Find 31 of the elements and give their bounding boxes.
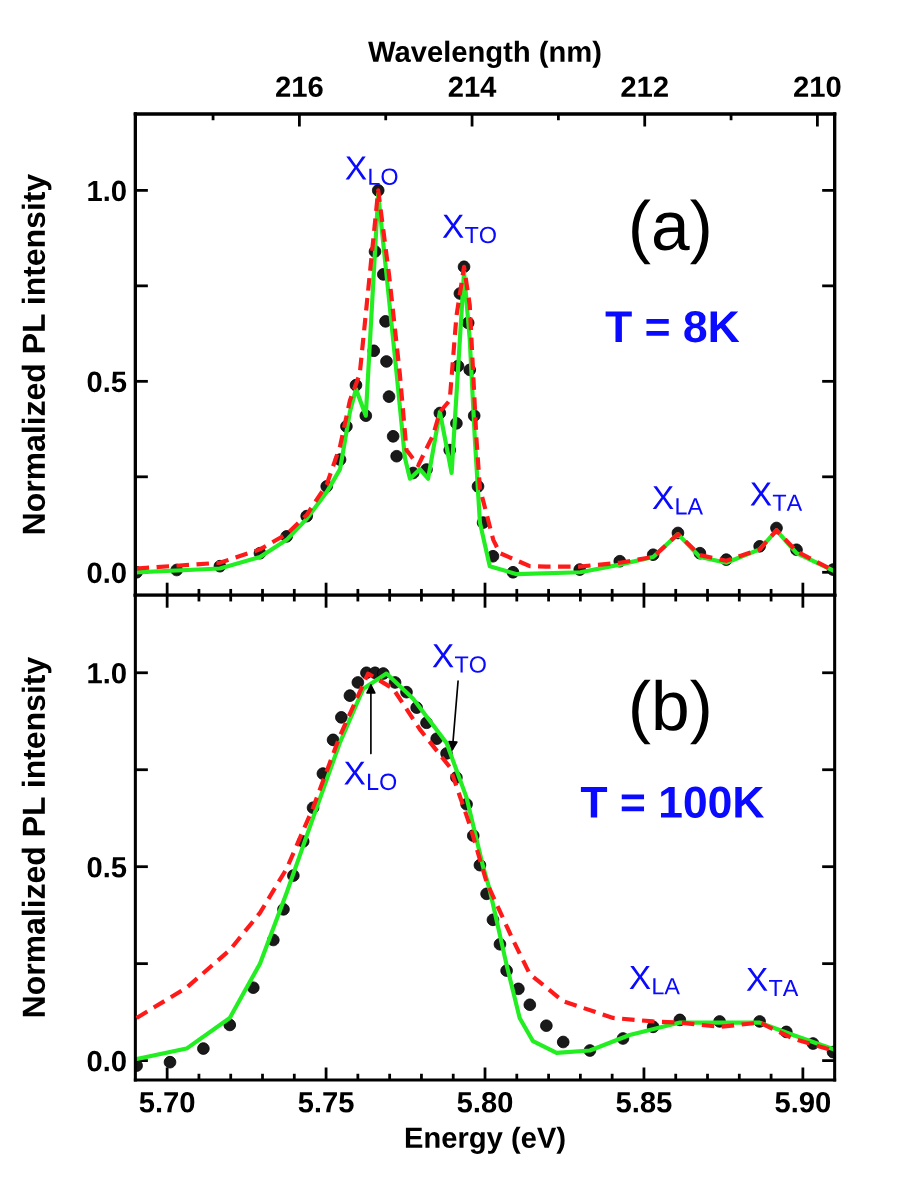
x-axis-title: Energy (eV) xyxy=(405,1126,565,1154)
x-tick-label: 5.90 xyxy=(775,1091,831,1113)
y-axis-title: Normalized PL intensity xyxy=(21,656,52,1017)
x2-axis-title: Wavelength (nm) xyxy=(368,40,601,68)
annotation: X$_{TO}$ xyxy=(442,214,496,244)
annotation: X$_{LA}$ xyxy=(629,965,680,995)
x-tick-label: 5.85 xyxy=(616,1091,672,1113)
y-tick-label: 1.0 xyxy=(88,662,126,684)
y-tick-label: 0.0 xyxy=(87,562,126,584)
x2-tick-label: 216 xyxy=(276,76,323,98)
annotation: T = 100K xyxy=(580,786,765,819)
y-tick-label: 1.0 xyxy=(88,180,126,202)
annotation: X$_{TA}$ xyxy=(746,967,799,997)
y-tick-label: 0.5 xyxy=(87,371,127,393)
annotation: X$_{TA}$ xyxy=(750,482,803,511)
annotation: X$_{LO}$ xyxy=(345,156,398,185)
annotation: X$_{LO}$ xyxy=(344,761,397,791)
x2-tick-label: 214 xyxy=(448,76,497,97)
annotation: X$_{TO}$ xyxy=(432,644,486,673)
x-tick-label: 5.75 xyxy=(298,1092,354,1113)
y-axis-title: Normalized PL intensity xyxy=(21,173,52,534)
y-tick-label: 0.5 xyxy=(87,856,127,878)
annotation: X$_{LA}$ xyxy=(652,486,703,515)
x2-tick-label: 210 xyxy=(794,76,841,98)
annotation: T = 8K xyxy=(605,311,740,343)
x-tick-label: 5.70 xyxy=(139,1091,195,1113)
annotation: (b) xyxy=(632,679,709,745)
x-tick-label: 5.80 xyxy=(457,1091,513,1113)
y-tick-label: 0.0 xyxy=(87,1050,126,1072)
x2-tick-label: 212 xyxy=(621,76,668,97)
annotation: (a) xyxy=(632,199,709,265)
